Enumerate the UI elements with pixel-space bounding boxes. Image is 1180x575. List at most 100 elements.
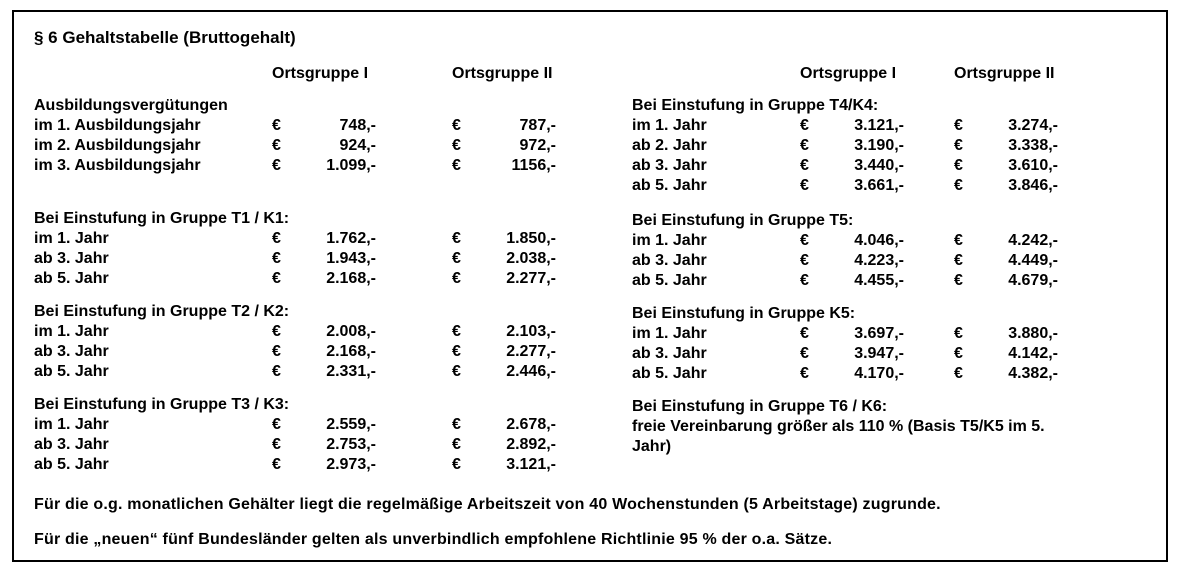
salary-section: Bei Einstufung in Gruppe K5: im 1. Jahr €3… — [632, 304, 1104, 384]
euro-symbol: € — [800, 272, 809, 289]
table-row: im 1. Jahr €2.559,- €2.678,- — [34, 415, 556, 435]
column-gap — [376, 322, 452, 342]
amount-ortsgruppe-1: 2.559,- — [326, 416, 376, 433]
euro-symbol: € — [272, 456, 281, 473]
table-row: ab 5. Jahr €4.170,- €4.382,- — [632, 364, 1104, 384]
amount-ortsgruppe-2: 2.892,- — [506, 436, 556, 453]
euro-symbol: € — [954, 325, 963, 342]
column-header-ortsgruppe-1: Ortsgruppe I — [800, 65, 897, 82]
amount-ortsgruppe-2: 972,- — [519, 137, 556, 154]
section-heading: Ausbildungsvergütungen — [34, 97, 228, 114]
euro-symbol: € — [954, 345, 963, 362]
row-label: im 2. Ausbildungsjahr — [34, 137, 201, 154]
euro-symbol: € — [954, 365, 963, 382]
row-label: ab 3. Jahr — [34, 250, 109, 267]
euro-symbol: € — [954, 117, 963, 134]
footer: Für die o.g. monatlichen Gehälter liegt … — [34, 495, 1146, 550]
salary-section: Bei Einstufung in Gruppe T2 / K2: im 1. J… — [34, 302, 556, 382]
amount-ortsgruppe-1: 3.121,- — [854, 117, 904, 134]
euro-symbol: € — [452, 456, 461, 473]
column-header-row: Ortsgruppe I Ortsgruppe II — [34, 64, 556, 84]
table-row: im 1. Jahr €1.762,- €1.850,- — [34, 229, 556, 249]
amount-ortsgruppe-1: 2.753,- — [326, 436, 376, 453]
euro-symbol: € — [272, 250, 281, 267]
amount-ortsgruppe-1: 3.697,- — [854, 325, 904, 342]
table-columns: Ortsgruppe I Ortsgruppe II Ausbildungsverg… — [34, 64, 1146, 475]
table-row: ab 2. Jahr €3.190,- €3.338,- — [632, 136, 1104, 156]
row-label: ab 3. Jahr — [34, 436, 109, 453]
amount-ortsgruppe-2: 3.274,- — [1008, 117, 1058, 134]
euro-symbol: € — [954, 157, 963, 174]
header-gap — [904, 64, 954, 84]
euro-symbol: € — [452, 436, 461, 453]
row-label: ab 5. Jahr — [632, 365, 707, 382]
column-gap — [376, 249, 452, 269]
salary-section: Bei Einstufung in Gruppe T4/K4: im 1. Jah… — [632, 96, 1104, 196]
amount-ortsgruppe-2: 1156,- — [511, 157, 556, 174]
euro-symbol: € — [452, 363, 461, 380]
table-row: ab 3. Jahr €2.753,- €2.892,- — [34, 435, 556, 455]
amount-ortsgruppe-2: 4.449,- — [1008, 252, 1058, 269]
row-label: ab 5. Jahr — [34, 363, 109, 380]
row-label: im 3. Ausbildungsjahr — [34, 157, 201, 174]
amount-ortsgruppe-1: 4.223,- — [854, 252, 904, 269]
amount-ortsgruppe-1: 2.331,- — [326, 363, 376, 380]
amount-ortsgruppe-1: 2.168,- — [326, 270, 376, 287]
salary-section: Ausbildungsvergütungen im 1. Ausbildungsj… — [34, 96, 556, 176]
table-row: im 2. Ausbildungsjahr €924,- €972,- — [34, 136, 556, 156]
column-gap — [376, 229, 452, 249]
row-label: ab 5. Jahr — [34, 456, 109, 473]
column-gap — [904, 271, 954, 291]
euro-symbol: € — [272, 436, 281, 453]
amount-ortsgruppe-2: 787,- — [519, 117, 556, 134]
table-row: ab 3. Jahr €2.168,- €2.277,- — [34, 342, 556, 362]
column-gap — [376, 455, 452, 475]
euro-symbol: € — [452, 250, 461, 267]
euro-symbol: € — [272, 230, 281, 247]
euro-symbol: € — [452, 323, 461, 340]
amount-ortsgruppe-1: 4.170,- — [854, 365, 904, 382]
table-row: im 1. Jahr €2.008,- €2.103,- — [34, 322, 556, 342]
euro-symbol: € — [452, 343, 461, 360]
amount-ortsgruppe-2: 2.277,- — [506, 343, 556, 360]
euro-symbol: € — [800, 325, 809, 342]
euro-symbol: € — [272, 363, 281, 380]
euro-symbol: € — [272, 343, 281, 360]
table-row: ab 3. Jahr €1.943,- €2.038,- — [34, 249, 556, 269]
euro-symbol: € — [452, 137, 461, 154]
salary-section: Bei Einstufung in Gruppe T6 / K6: freie V… — [632, 397, 1104, 457]
table-row: im 1. Ausbildungsjahr €748,- €787,- — [34, 116, 556, 136]
euro-symbol: € — [452, 270, 461, 287]
row-label: im 1. Jahr — [632, 232, 707, 249]
amount-ortsgruppe-1: 4.046,- — [854, 232, 904, 249]
column-gap — [904, 324, 954, 344]
section-heading: Bei Einstufung in Gruppe T3 / K3: — [34, 396, 290, 413]
header-spacer — [34, 64, 272, 84]
amount-ortsgruppe-1: 924,- — [339, 137, 376, 154]
euro-symbol: € — [272, 157, 281, 174]
amount-ortsgruppe-2: 4.679,- — [1008, 272, 1058, 289]
amount-ortsgruppe-1: 2.168,- — [326, 343, 376, 360]
amount-ortsgruppe-2: 4.382,- — [1008, 365, 1058, 382]
euro-symbol: € — [800, 365, 809, 382]
amount-ortsgruppe-1: 1.943,- — [326, 250, 376, 267]
page-title: § 6 Gehaltstabelle (Bruttogehalt) — [34, 28, 296, 47]
euro-symbol: € — [954, 232, 963, 249]
table-row: ab 5. Jahr €4.455,- €4.679,- — [632, 271, 1104, 291]
column-gap — [376, 269, 452, 289]
table-row: im 1. Jahr €3.697,- €3.880,- — [632, 324, 1104, 344]
header-gap — [376, 64, 452, 84]
column-header-ortsgruppe-2: Ortsgruppe II — [452, 65, 553, 82]
euro-symbol: € — [800, 177, 809, 194]
amount-ortsgruppe-2: 4.142,- — [1008, 345, 1058, 362]
salary-section: Bei Einstufung in Gruppe T1 / K1: im 1. J… — [34, 209, 556, 289]
footer-note-2: Für die „neuen“ fünf Bundesländer gelten… — [34, 531, 833, 548]
amount-ortsgruppe-2: 3.880,- — [1008, 325, 1058, 342]
euro-symbol: € — [452, 117, 461, 134]
row-label: ab 3. Jahr — [34, 343, 109, 360]
table-row: ab 3. Jahr €3.440,- €3.610,- — [632, 156, 1104, 176]
row-label: ab 5. Jahr — [632, 177, 707, 194]
table-row: im 1. Jahr €3.121,- €3.274,- — [632, 116, 1104, 136]
euro-symbol: € — [954, 137, 963, 154]
row-label: ab 3. Jahr — [632, 252, 707, 269]
